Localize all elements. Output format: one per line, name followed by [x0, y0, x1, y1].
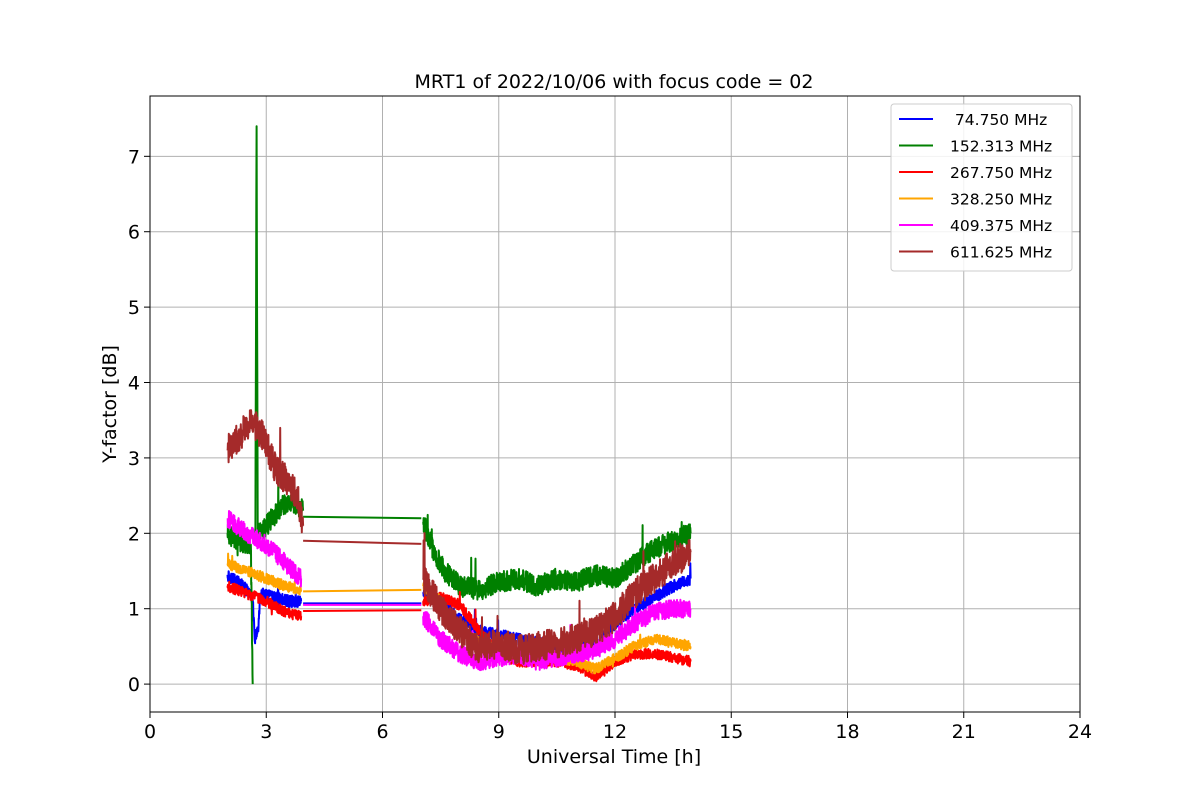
series-segment [303, 515, 422, 520]
legend-label: 611.625 MHz [950, 244, 1052, 262]
y-tick-label: 5 [128, 297, 140, 319]
legend-item: 409.375 MHz [899, 217, 1052, 235]
series-segment [303, 588, 422, 593]
x-tick-label: 21 [952, 721, 976, 743]
x-tick-label: 15 [719, 721, 743, 743]
x-tick-label: 9 [493, 721, 505, 743]
x-tick-label: 3 [260, 721, 272, 743]
series-line [226, 125, 692, 685]
y-tick-label: 1 [128, 599, 140, 621]
legend-label: 152.313 MHz [950, 138, 1052, 156]
series-layer [226, 125, 692, 685]
chart-title: MRT1 of 2022/10/06 with focus code = 02 [415, 71, 814, 93]
series-segment [226, 523, 254, 685]
x-tick-label: 12 [603, 721, 627, 743]
y-tick-label: 2 [128, 523, 140, 545]
series-segment [226, 580, 303, 621]
legend-label: 409.375 MHz [950, 217, 1052, 235]
series-segment [422, 513, 692, 601]
y-tick-label: 3 [128, 448, 140, 470]
legend-item: 152.313 MHz [899, 138, 1052, 156]
series-segment [226, 409, 305, 534]
legend-label: 267.750 MHz [950, 164, 1052, 182]
legend-item: 74.750 MHz [899, 111, 1047, 129]
x-axis-label: Universal Time [h] [527, 746, 701, 768]
legend: 74.750 MHz 152.313 MHz 267.750 MHz 328.250 … [890, 103, 1073, 272]
series-segment [422, 532, 692, 665]
y-tick-label: 4 [128, 373, 140, 395]
x-tick-label: 0 [144, 721, 156, 743]
series-segment [303, 609, 422, 612]
y-tick-label: 7 [128, 146, 140, 168]
series-segment [226, 510, 303, 588]
y-tick-label: 0 [128, 674, 140, 696]
legend-label: 328.250 MHz [950, 191, 1052, 209]
y-tick-label: 6 [128, 222, 140, 244]
x-tick-label: 18 [835, 721, 859, 743]
x-tick-label: 6 [376, 721, 388, 743]
legend-item: 611.625 MHz [899, 244, 1052, 262]
x-tick-label: 24 [1068, 721, 1092, 743]
y-axis-label: Y-factor [dB] [99, 345, 121, 464]
legend-label: 74.750 MHz [950, 111, 1047, 129]
legend-item: 267.750 MHz [899, 164, 1052, 182]
legend-box [890, 103, 1073, 272]
series-segment [226, 552, 303, 596]
series-line [226, 409, 692, 665]
series-segment [303, 539, 422, 545]
legend-item: 328.250 MHz [899, 191, 1052, 209]
